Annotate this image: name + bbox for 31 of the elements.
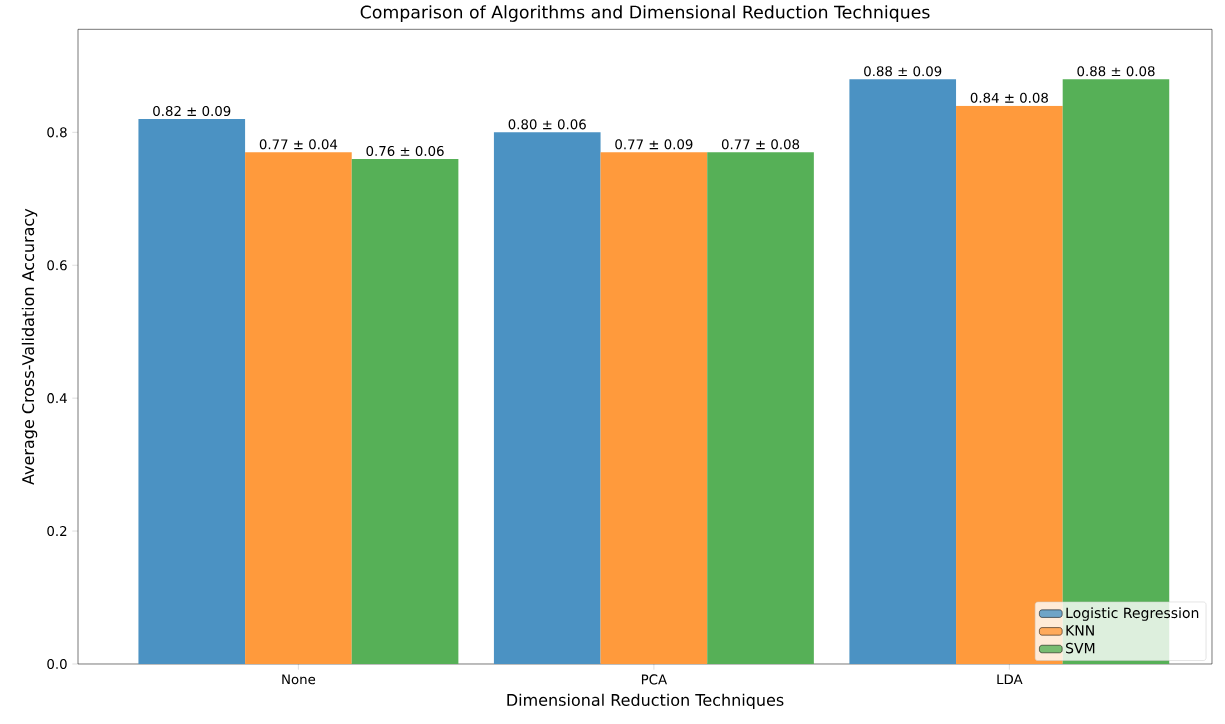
bar xyxy=(493,132,601,664)
legend-label: KNN xyxy=(1066,625,1094,636)
legend-label: SVM xyxy=(1066,642,1095,654)
bar xyxy=(849,79,957,664)
x-tick-label: LDA xyxy=(997,674,1023,685)
y-tick-label: 0.6 xyxy=(47,260,67,271)
bar xyxy=(351,158,459,664)
data-label: 0.84 ± 0.08 xyxy=(970,92,1048,103)
y-axis-title: Average Cross-Validation Accuracy xyxy=(21,208,38,485)
data-label: 0.77 ± 0.08 xyxy=(721,139,800,150)
bar xyxy=(956,105,1063,664)
chart-title: Comparison of Algorithms and Dimensional Reduction Techniques xyxy=(360,5,930,22)
bar xyxy=(707,152,814,664)
data-label: 0.80 ± 0.06 xyxy=(508,119,586,130)
data-label: 0.77 ± 0.09 xyxy=(615,139,693,150)
data-label: 0.82 ± 0.09 xyxy=(153,106,231,117)
data-label: 0.77 ± 0.04 xyxy=(259,139,338,150)
y-tick-label: 0.8 xyxy=(47,127,67,138)
legend-label: Logistic Regression xyxy=(1066,607,1199,621)
y-tick-label: 0.2 xyxy=(47,526,67,537)
data-label: 0.76 ± 0.06 xyxy=(366,145,444,156)
bar xyxy=(138,119,246,664)
data-label: 0.88 ± 0.09 xyxy=(864,66,942,77)
y-tick-label: 0.0 xyxy=(47,658,67,670)
y-tick-label: 0.4 xyxy=(47,393,67,404)
x-tick-label: None xyxy=(282,674,316,685)
bar xyxy=(245,152,352,664)
x-tick-label: PCA xyxy=(641,674,668,685)
bar xyxy=(600,152,708,664)
x-axis-title: Dimensional Reduction Techniques xyxy=(507,693,784,710)
data-label: 0.88 ± 0.08 xyxy=(1077,66,1155,77)
